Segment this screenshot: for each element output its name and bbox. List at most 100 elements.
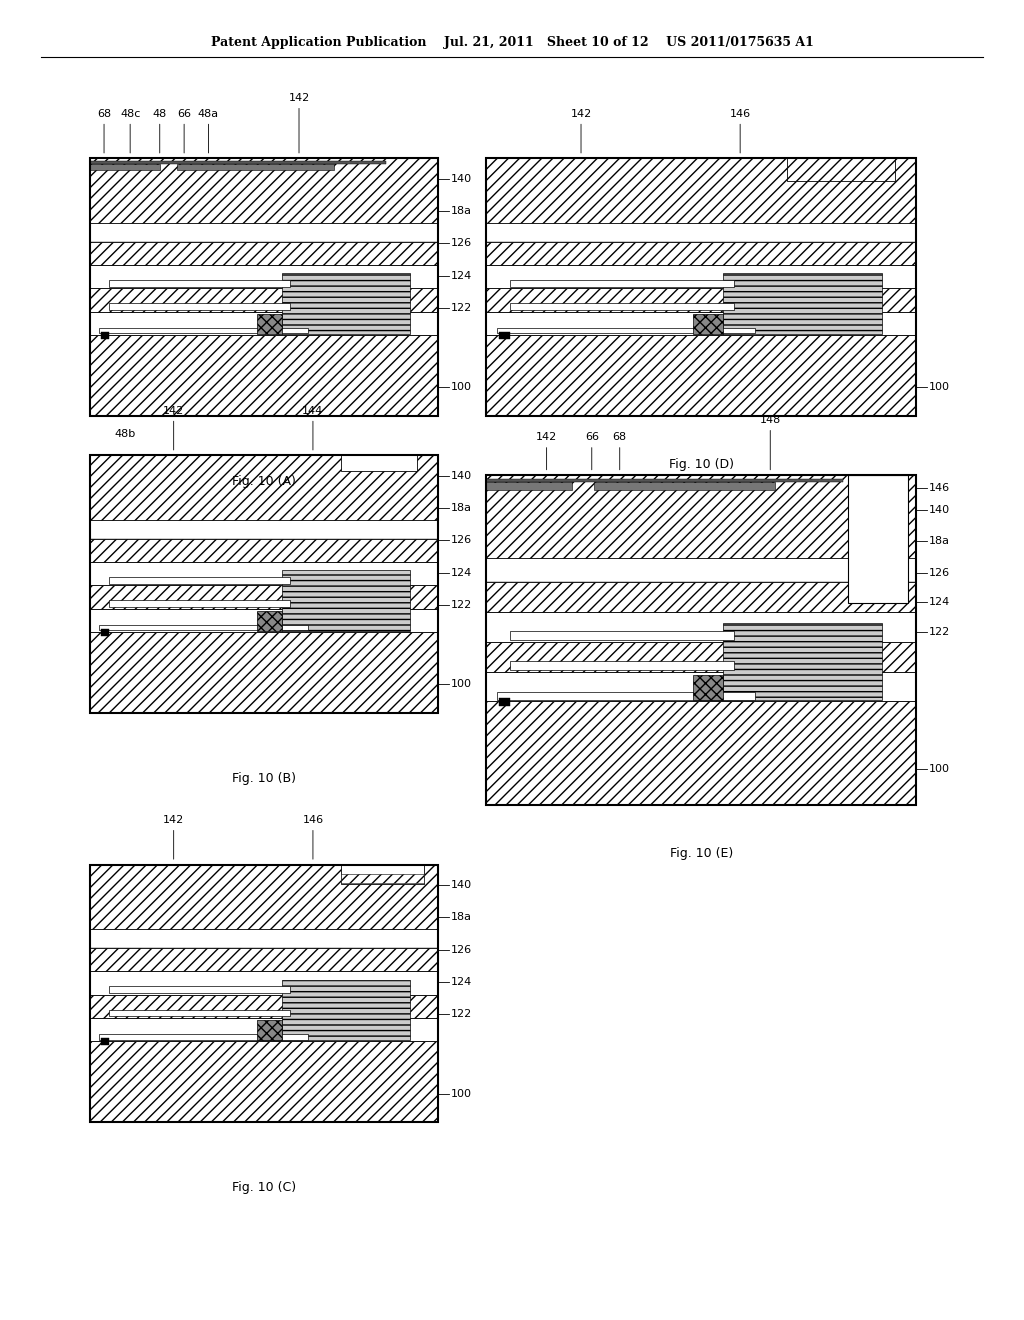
Bar: [90, 1018, 438, 1041]
Bar: [110, 280, 291, 288]
Bar: [90, 632, 438, 713]
Bar: [486, 223, 916, 242]
Text: 18a: 18a: [451, 912, 472, 923]
Text: 100: 100: [451, 1089, 472, 1098]
Text: 122: 122: [451, 1008, 472, 1019]
Text: 148: 148: [760, 414, 781, 425]
Text: 146: 146: [302, 814, 324, 825]
Text: 100: 100: [451, 383, 472, 392]
Text: 48: 48: [153, 108, 167, 119]
Text: 144: 144: [302, 405, 324, 416]
Text: 18a: 18a: [451, 206, 472, 216]
Bar: [98, 327, 307, 334]
Text: 48c: 48c: [120, 108, 140, 119]
Text: 142: 142: [289, 92, 309, 103]
Text: 124: 124: [451, 977, 472, 987]
Bar: [486, 479, 844, 482]
Bar: [486, 612, 916, 642]
Bar: [282, 979, 411, 1040]
Bar: [486, 265, 916, 288]
Bar: [486, 701, 916, 805]
Bar: [500, 698, 510, 706]
Text: 68: 68: [97, 108, 111, 119]
Text: 140: 140: [451, 471, 472, 480]
Bar: [98, 624, 307, 631]
Bar: [98, 1034, 307, 1040]
Bar: [90, 948, 438, 972]
Text: 142: 142: [163, 814, 184, 825]
Text: 100: 100: [451, 680, 472, 689]
Bar: [90, 865, 438, 929]
Bar: [90, 865, 438, 1122]
Bar: [500, 333, 510, 338]
Bar: [90, 609, 438, 632]
Bar: [723, 623, 882, 700]
Bar: [90, 455, 438, 713]
Bar: [90, 161, 386, 164]
Text: 146: 146: [729, 108, 751, 119]
Bar: [848, 475, 908, 603]
Bar: [90, 335, 438, 416]
Bar: [90, 865, 438, 1122]
Text: 122: 122: [929, 627, 950, 638]
Text: 18a: 18a: [929, 536, 950, 546]
Bar: [177, 164, 334, 170]
Bar: [110, 601, 291, 607]
Bar: [90, 520, 438, 539]
Text: 126: 126: [451, 239, 472, 248]
Text: Fig. 10 (D): Fig. 10 (D): [669, 458, 734, 471]
Text: 126: 126: [451, 945, 472, 954]
Bar: [90, 994, 438, 1018]
Bar: [90, 158, 438, 223]
Bar: [486, 672, 916, 701]
Text: 100: 100: [929, 764, 950, 774]
Text: 126: 126: [929, 568, 950, 578]
Bar: [90, 164, 160, 170]
Bar: [257, 611, 282, 631]
Bar: [341, 865, 424, 884]
Bar: [486, 312, 916, 335]
Bar: [90, 455, 438, 520]
Bar: [486, 288, 916, 312]
Bar: [341, 874, 424, 883]
Bar: [110, 577, 291, 585]
Text: 124: 124: [451, 568, 472, 578]
Bar: [486, 475, 916, 805]
Bar: [510, 661, 733, 671]
Text: 18a: 18a: [451, 503, 472, 513]
Text: 140: 140: [929, 504, 950, 515]
Bar: [90, 158, 438, 416]
Bar: [510, 631, 733, 640]
Bar: [100, 333, 110, 338]
Text: 100: 100: [929, 383, 950, 392]
Bar: [282, 570, 411, 631]
Bar: [486, 475, 916, 557]
Bar: [498, 692, 756, 700]
Bar: [282, 273, 411, 334]
Bar: [486, 158, 916, 223]
Text: 142: 142: [570, 108, 592, 119]
Text: Fig. 10 (B): Fig. 10 (B): [232, 772, 296, 785]
Bar: [100, 630, 110, 635]
Bar: [110, 986, 291, 993]
Bar: [486, 158, 916, 416]
Bar: [100, 1039, 110, 1045]
Bar: [90, 288, 438, 312]
Bar: [341, 455, 418, 471]
Text: 124: 124: [451, 271, 472, 281]
Text: 142: 142: [536, 432, 557, 442]
Bar: [486, 482, 572, 490]
Bar: [90, 972, 438, 994]
Bar: [90, 158, 438, 416]
Text: 126: 126: [451, 536, 472, 545]
Text: 122: 122: [451, 302, 472, 313]
Text: 48b: 48b: [115, 429, 135, 440]
Bar: [594, 482, 774, 490]
Bar: [498, 327, 756, 334]
Bar: [486, 475, 916, 805]
Bar: [486, 335, 916, 416]
Bar: [486, 582, 916, 612]
Bar: [693, 314, 723, 334]
Bar: [110, 304, 291, 310]
Bar: [90, 312, 438, 335]
